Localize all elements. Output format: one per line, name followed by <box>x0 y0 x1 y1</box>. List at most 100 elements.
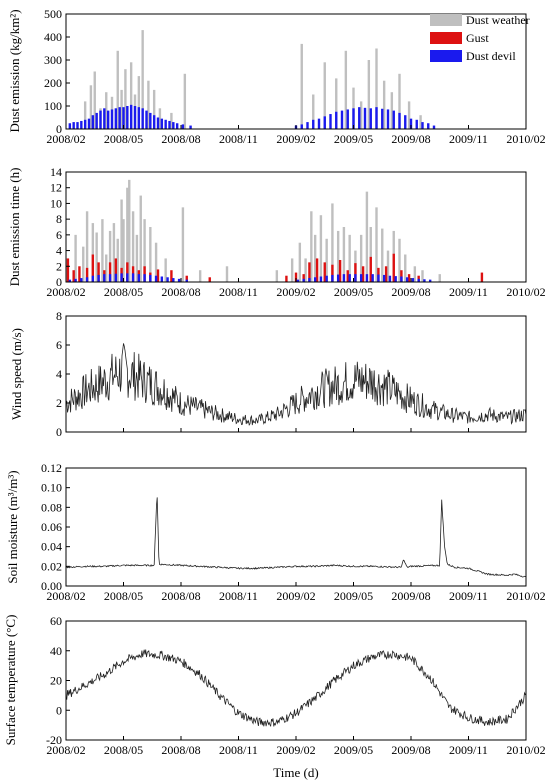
bar-dust-weather <box>404 254 407 282</box>
x-axis-title: Time (d) <box>273 765 318 780</box>
bar-gust <box>126 262 129 282</box>
bar-dust-weather <box>143 219 146 282</box>
bar-dust-devil <box>423 279 426 282</box>
bar-dust-devil <box>392 110 395 129</box>
bar-dust-weather <box>131 211 135 282</box>
y-tick-label: 4 <box>56 367 62 381</box>
bar-dust-devil <box>80 120 83 129</box>
bar-dust-weather <box>365 191 369 282</box>
bar-dust-weather <box>313 234 317 282</box>
bar-dust-weather <box>323 62 326 129</box>
bar-dust-devil <box>160 276 164 282</box>
bar-dust-weather <box>105 92 108 129</box>
x-tick-label: 2010/02 <box>506 743 545 757</box>
bar-dust-weather <box>386 250 390 282</box>
x-tick-label: 2008/08 <box>161 743 200 757</box>
bar-dust-weather <box>139 195 142 282</box>
bar-dust-weather <box>367 60 371 129</box>
bar-dust-weather <box>390 92 394 129</box>
series-line <box>66 497 526 578</box>
bar-dust-devil <box>313 277 317 282</box>
y-tick-label: 0.00 <box>41 579 62 593</box>
bar-dust-devil <box>319 276 323 282</box>
bar-dust-devil <box>371 274 374 282</box>
bar-gust <box>108 262 112 282</box>
x-tick-label: 2008/02 <box>46 589 85 603</box>
bar-dust-weather <box>382 80 386 129</box>
bar-dust-weather <box>126 187 129 282</box>
bar-dust-devil <box>308 278 311 282</box>
series-line <box>66 649 526 727</box>
x-tick-label: 2009/05 <box>334 589 373 603</box>
y-tick-label: 60 <box>50 614 62 628</box>
bar-dust-devil <box>306 122 309 129</box>
bar-dust-weather <box>375 48 378 129</box>
y-axis-title: Dust emission (kg/km²) <box>7 9 22 132</box>
bar-dust-devil <box>72 122 75 129</box>
y-tick-label: 2 <box>56 259 62 273</box>
x-tick-label: 2008/08 <box>161 132 200 146</box>
bar-dust-weather <box>407 101 411 129</box>
y-tick-label: 400 <box>44 30 62 44</box>
y-tick-label: 300 <box>44 53 62 67</box>
y-tick-label: -20 <box>46 733 62 747</box>
y-tick-label: 10 <box>50 196 62 210</box>
bar-dust-weather <box>183 73 187 129</box>
y-tick-label: 20 <box>50 674 62 688</box>
bar-gust <box>66 258 70 282</box>
bar-dust-weather <box>83 101 87 129</box>
bar-dust-devil <box>83 119 87 129</box>
bar-dust-devil <box>358 107 361 129</box>
panel-surface-temperature: -20 0 20 40 60 2008/02 2008/05 2008/08 2008/11 2… <box>3 614 546 757</box>
y-tick-label: 40 <box>50 644 62 658</box>
bar-dust-devil <box>325 275 328 282</box>
bar-dust-weather <box>124 69 127 129</box>
legend-label-dust-weather: Dust weather <box>466 13 530 27</box>
bar-dust-devil <box>181 124 185 129</box>
x-tick-label: 2009/05 <box>334 132 373 146</box>
bar-gust <box>361 266 365 282</box>
bar-dust-weather <box>85 211 89 282</box>
x-tick-label: 2008/11 <box>219 285 258 299</box>
bar-dust-weather <box>147 80 150 129</box>
bar-dust-devil <box>76 122 79 129</box>
x-tick-label: 2008/11 <box>219 743 258 757</box>
bar-dust-devil <box>118 107 121 129</box>
legend-swatch-dust-devil <box>430 50 462 62</box>
bar-dust-devil <box>126 273 129 282</box>
bar-gust <box>480 272 484 282</box>
panel-dust-emission: 0 100 200 300 400 500 2008/02 2008/05 2008/08 20… <box>7 7 546 146</box>
bar-dust-devil <box>137 274 141 282</box>
bar-dust-devil <box>143 274 146 282</box>
bar-gust <box>400 270 403 282</box>
bar-dust-devil <box>382 274 386 282</box>
bar-dust-devil <box>175 123 179 129</box>
bar-dust-devil <box>133 106 137 129</box>
bar-gust <box>294 272 298 282</box>
bar-dust-devil <box>405 277 409 282</box>
bar-dust-devil <box>91 275 95 282</box>
bar-dust-weather <box>398 238 401 282</box>
bar-gust <box>156 269 160 282</box>
bar-dust-weather <box>149 227 152 282</box>
bar-dust-weather <box>419 115 422 129</box>
y-axis-title: Dust emission time (h) <box>7 168 22 287</box>
x-tick-label: 2009/05 <box>334 743 373 757</box>
bar-dust-weather <box>336 230 340 282</box>
bar-dust-weather <box>181 207 185 282</box>
bar-dust-devil <box>421 122 424 129</box>
panel-soil-moisture: 0.00 0.02 0.04 0.06 0.08 0.10 0.12 2008/02 2008… <box>5 461 546 603</box>
bar-gust <box>369 256 372 282</box>
bar-gust <box>302 274 305 282</box>
bar-dust-weather <box>137 76 141 129</box>
bar-dust-devil <box>122 107 125 129</box>
y-tick-label: 0 <box>56 275 62 289</box>
y-tick-label: 12 <box>50 181 62 195</box>
bar-dust-devil <box>336 274 340 282</box>
bar-gust <box>354 263 357 282</box>
bar-gust <box>91 254 95 282</box>
y-tick-label: 4 <box>56 244 62 258</box>
bar-gust <box>384 266 388 282</box>
bar-dust-devil <box>394 276 397 282</box>
